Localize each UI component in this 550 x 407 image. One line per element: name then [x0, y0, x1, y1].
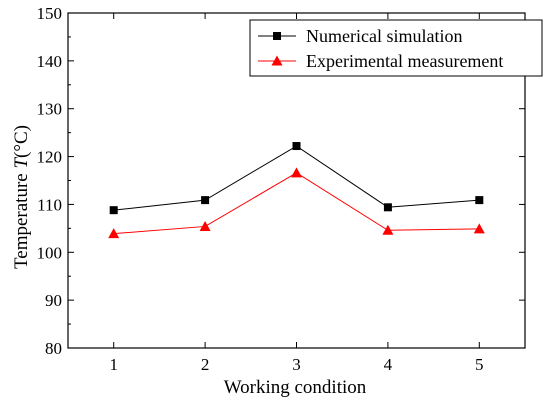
series-line: [113, 172, 480, 235]
y-tick-label: 100: [37, 243, 63, 262]
data-point: [201, 196, 210, 205]
x-tick-label: 4: [384, 355, 393, 374]
data-point: [475, 196, 484, 205]
legend-marker: [271, 55, 283, 66]
series-2: [108, 167, 485, 239]
x-tick-label: 5: [475, 355, 484, 374]
legend-item: Numerical simulation: [258, 26, 462, 46]
series-1: [109, 142, 484, 215]
y-tick-label: 90: [45, 291, 62, 310]
data-point: [291, 167, 302, 178]
data-point: [199, 220, 211, 231]
data-point: [473, 223, 485, 234]
y-tick-label: 140: [37, 52, 63, 71]
data-point: [383, 203, 392, 212]
data-point: [382, 224, 394, 235]
axes: 80 90 100 110 120 130 140 150 1 2 3 4 5: [37, 4, 526, 374]
y-tick-label: 130: [37, 100, 63, 119]
data-point: [108, 228, 120, 239]
x-axis-title: Working condition: [224, 377, 367, 398]
y-axis-title-prefix: Temperature: [11, 169, 32, 269]
series-line: [113, 145, 480, 211]
y-axis-title-variable: T: [11, 157, 32, 169]
y-tick-label: 150: [37, 4, 63, 23]
series-layer: [108, 142, 485, 239]
legend-label: Experimental measurement: [306, 51, 503, 71]
y-axis-title: Temperature T(°C): [11, 125, 32, 269]
data-point: [109, 206, 118, 215]
x-tick-label: 2: [201, 355, 210, 374]
legend-marker: [273, 32, 281, 40]
data-point: [292, 142, 301, 151]
y-tick-label: 120: [37, 148, 63, 167]
y-tick-label: 110: [37, 195, 62, 214]
legend: Numerical simulation Experimental measure…: [249, 19, 543, 77]
x-tick-label: 1: [109, 355, 118, 374]
x-tick-label: 3: [292, 355, 301, 374]
y-tick-label: 80: [45, 339, 62, 358]
legend-item: Experimental measurement: [258, 51, 503, 71]
legend-label: Numerical simulation: [306, 26, 462, 46]
legend-frame: [249, 19, 543, 77]
y-axis-title-unit: (°C): [11, 125, 32, 158]
